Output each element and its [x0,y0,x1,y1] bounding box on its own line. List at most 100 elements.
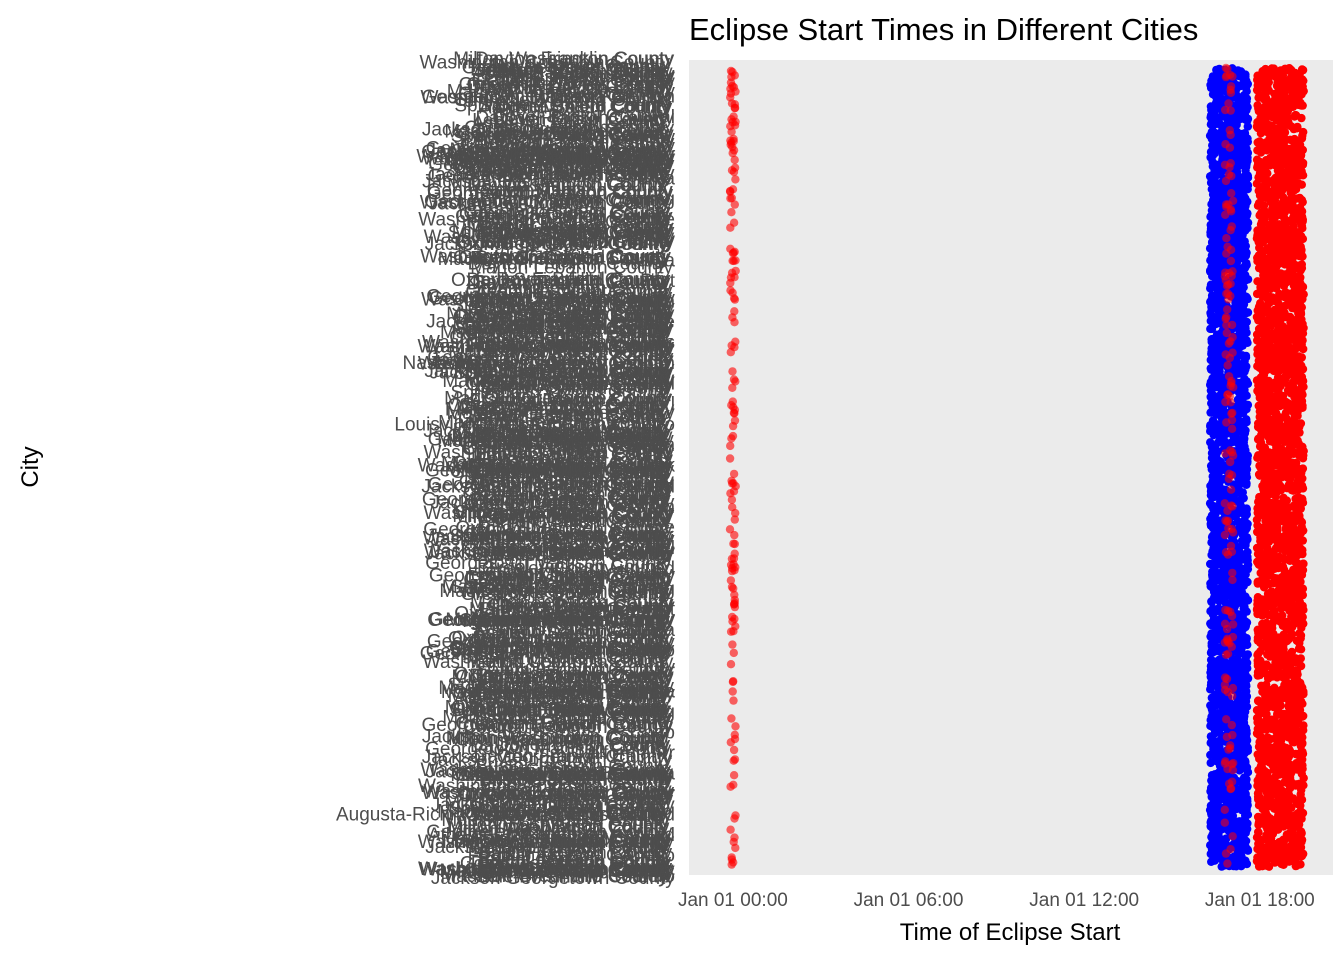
data-point-series-1 [1237,318,1246,327]
city-tick-label: Georgetown Madison County [428,429,675,450]
city-tick-label: Dover Bristol County [499,597,674,618]
data-point-series-2 [1252,155,1262,164]
data-point-series-1 [1241,194,1250,203]
city-tick-label: Columbia Clinton County [457,795,668,816]
city-tick-label: Bristol Jackson County [476,404,670,425]
city-tick-label: Ashland Salem County [477,311,671,332]
city-tick-label: Madison Greenville County [440,866,669,887]
city-tick-label: Washington Columbia County [421,289,672,310]
city-tick-label: Greenville Dover County [458,786,665,807]
data-point-series-1 [1213,465,1222,475]
data-point-series-1 [1209,399,1219,408]
data-point-series-1 [1214,338,1223,348]
city-tick-label: Columbia Clinton County [462,439,673,460]
city-tick-label: Franklin Dayton County [472,544,671,565]
city-tick-label: University [592,128,676,149]
city-tick-label: Washington Columbia County [421,88,672,109]
city-tick-label: Marion Lebanon County [467,216,670,237]
city-tick-label: Hel [646,538,675,559]
city-tick-label: Dover Bristol County [498,709,673,730]
city-tick-label: Springfield Oxford County [453,129,671,150]
city-tick-label: Clinton Marion County [480,426,668,447]
data-point-series-1 [1215,78,1224,87]
data-point-series-0 [725,525,735,534]
data-point-series-1 [1210,199,1220,208]
data-point-series-0 [727,714,736,723]
city-tick-label: Clinton Marion County [484,337,672,358]
data-point-series-1 [1242,734,1251,743]
city-tick-label: Milton Washington County [448,819,670,840]
city-tick-label: Milton Washington County [445,460,667,481]
city-tick-label: Georgetown Madison County [427,610,674,631]
city-tick-label: Georgetown Madison County [423,520,670,541]
city-tick-label: Nis [648,333,675,354]
city-tick-label: Columbia Clinton County [463,717,674,738]
city-tick-label: Springfield Oxford County [453,314,671,335]
data-point-series-1 [1228,656,1237,666]
city-tick-label: Washington Columbia County [418,455,669,476]
chart-title: Eclipse Start Times in Different Cities [689,12,1198,47]
city-tick-label: Abero [624,866,675,887]
city-tick-label: Dayton Franklin County [475,460,674,481]
data-point-series-0 [729,696,738,705]
city-tick-label: Bristol Jackson County [478,854,672,875]
city-tick-label: Franklin Dayton County [471,828,670,849]
city-tick-label: Springfield Oxford County [455,319,673,340]
city-tick-label: Lebanon Milton County [476,461,672,482]
city-tick-label: Franklin Dayton County [475,666,674,687]
city-tick-label: Springfield Oxford County [450,639,668,660]
data-point-series-1 [1217,167,1226,177]
city-tick-label: Jackson Georgetown County [422,747,666,768]
city-tick-label: Clinton Marion County [483,784,671,805]
city-tick-label: Oxford Springfield County [452,628,670,649]
data-point-series-1 [1242,114,1251,124]
city-tick-label: Milton Washington County [451,426,673,447]
city-tick-label: Bristol Jackson County [478,852,672,873]
city-tick-label: Home [624,517,675,538]
city-tick-label: Georgetown Madison County [428,166,675,187]
city-tick-label: Springfield Oxford County [454,639,672,660]
city-tick-label: Lebanon Milton County [478,790,674,811]
data-point-series-1 [1235,855,1245,864]
city-tick-label: Madison Greenville County [441,682,670,703]
data-point-series-1 [1210,770,1220,779]
data-point-series-0 [726,576,736,585]
city-tick-label: Georgetown Madison County [420,643,667,664]
city-tick-label: Lebanon Milton County [476,445,672,466]
city-tick-label: Marion Lebanon County [467,414,670,435]
data-point-series-0 [729,584,738,593]
data-point-series-1 [1213,290,1223,299]
city-tick-label: Springfield Oxford County [448,799,666,820]
data-point-series-1 [1215,666,1224,676]
data-point-series-1 [1237,401,1247,410]
city-tick-label: Washington Columbia County [423,652,674,673]
city-tick-label: Bristol Jackson County [476,248,670,269]
city-tick-label: Dover Bristol County [495,539,670,560]
city-tick-label: Ashland Salem County [474,699,668,720]
city-tick-label: Clinton Marion County [478,612,666,633]
data-point-series-1 [1216,842,1226,851]
city-tick-label: Georgetown Madison County [421,142,668,163]
city-tick-label: Madison Greenville County [446,863,675,884]
city-tick-label: Bristol Jackson County [477,557,671,578]
data-point-series-1 [1238,272,1247,281]
city-tick-label: Oxford Springfield County [455,765,673,786]
city-tick-label: Milton Washington County [445,698,667,719]
city-tick-label: Madison Greenville County [441,810,670,831]
city-tick-label: Ashland Salem County [472,113,666,134]
city-tick-label: Washington Columbia County [422,783,673,804]
city-tick-label: The University of [532,148,675,169]
data-point-series-1 [1237,300,1247,309]
city-tick-label: Marion Lebanon County [471,676,674,697]
city-tick-label: Salem Ashland County [477,849,670,870]
data-point-series-0 [730,814,739,823]
city-tick-label: Marion Lebanon County [467,492,670,513]
city-tick-label: Oxford Springfield County [455,207,673,228]
city-tick-label: Louisville/Jefferson County metro [394,415,675,436]
data-point-series-2 [1262,700,1272,709]
city-tick-label: Greenville Dover County [468,632,675,653]
data-point-series-0 [728,148,737,158]
city-tick-label: Salem Ashland County [478,477,671,498]
data-point-series-1 [1207,705,1217,714]
